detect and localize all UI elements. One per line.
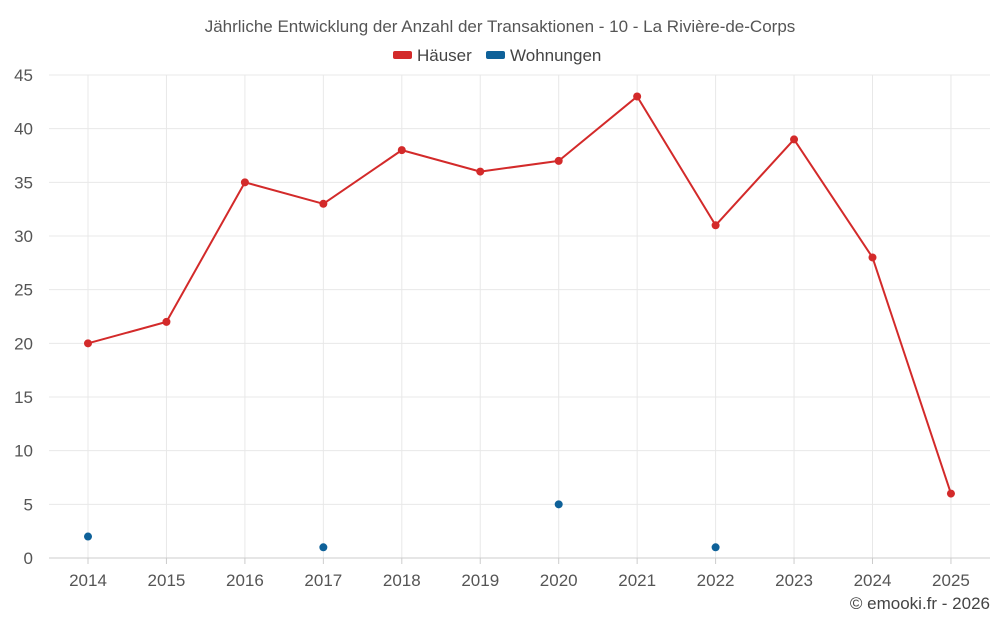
x-axis: 2014 2015 2016 2017 2018 2019 2020 2021 2022 2023… xyxy=(49,557,990,590)
data-point[interactable] xyxy=(711,543,720,552)
chart-title: Jährliche Entwicklung der Anzahl der Tra… xyxy=(205,17,796,36)
y-tick-label: 20 xyxy=(14,334,33,353)
series-layer xyxy=(84,92,955,552)
series-wohnungen xyxy=(84,500,720,552)
y-axis: 0 5 10 15 20 25 30 35 40 45 xyxy=(14,66,33,568)
data-point[interactable] xyxy=(84,532,92,541)
y-tick-label: 0 xyxy=(24,549,33,568)
x-tick-label: 2018 xyxy=(383,571,421,590)
legend-swatch-wohnungen xyxy=(486,51,505,59)
data-point[interactable] xyxy=(397,146,406,155)
x-tick-label: 2020 xyxy=(540,571,578,590)
legend-item-haeuser[interactable]: Häuser xyxy=(393,46,472,65)
data-point[interactable] xyxy=(319,199,328,208)
x-tick-label: 2019 xyxy=(461,571,499,590)
y-tick-label: 45 xyxy=(14,66,33,85)
data-point[interactable] xyxy=(554,156,563,165)
x-tick-label: 2015 xyxy=(148,571,186,590)
legend-swatch-haeuser xyxy=(393,51,412,59)
y-tick-label: 10 xyxy=(14,442,33,461)
data-point[interactable] xyxy=(790,135,799,144)
data-point[interactable] xyxy=(319,543,328,552)
data-point[interactable] xyxy=(946,489,955,498)
data-point[interactable] xyxy=(476,167,485,176)
legend: Häuser Wohnungen xyxy=(393,46,601,65)
x-tick-label: 2023 xyxy=(775,571,813,590)
x-tick-label: 2016 xyxy=(226,571,264,590)
x-tick-label: 2024 xyxy=(854,571,892,590)
data-point[interactable] xyxy=(84,339,92,348)
series-line xyxy=(87,95,952,494)
x-tick-label: 2022 xyxy=(697,571,735,590)
x-tick-label: 2017 xyxy=(304,571,342,590)
data-point[interactable] xyxy=(554,500,563,509)
data-point[interactable] xyxy=(240,178,249,187)
legend-item-wohnungen[interactable]: Wohnungen xyxy=(486,46,601,65)
data-point[interactable] xyxy=(162,317,171,326)
x-tick-label: 2021 xyxy=(618,571,656,590)
x-tick-label: 2025 xyxy=(932,571,970,590)
credit: © emooki.fr - 2026 xyxy=(850,594,990,613)
data-point[interactable] xyxy=(711,221,720,230)
data-point[interactable] xyxy=(633,92,642,101)
legend-label-haeuser: Häuser xyxy=(417,46,472,65)
y-tick-label: 30 xyxy=(14,227,33,246)
x-tick-label: 2014 xyxy=(69,571,107,590)
legend-label-wohnungen: Wohnungen xyxy=(510,46,601,65)
gridlines xyxy=(49,74,990,559)
y-tick-label: 15 xyxy=(14,388,33,407)
series-haeuser xyxy=(84,92,955,498)
y-tick-label: 35 xyxy=(14,173,33,192)
y-tick-label: 25 xyxy=(14,281,33,300)
data-point[interactable] xyxy=(868,253,877,262)
y-tick-label: 40 xyxy=(14,120,33,139)
y-tick-label: 5 xyxy=(24,495,33,514)
